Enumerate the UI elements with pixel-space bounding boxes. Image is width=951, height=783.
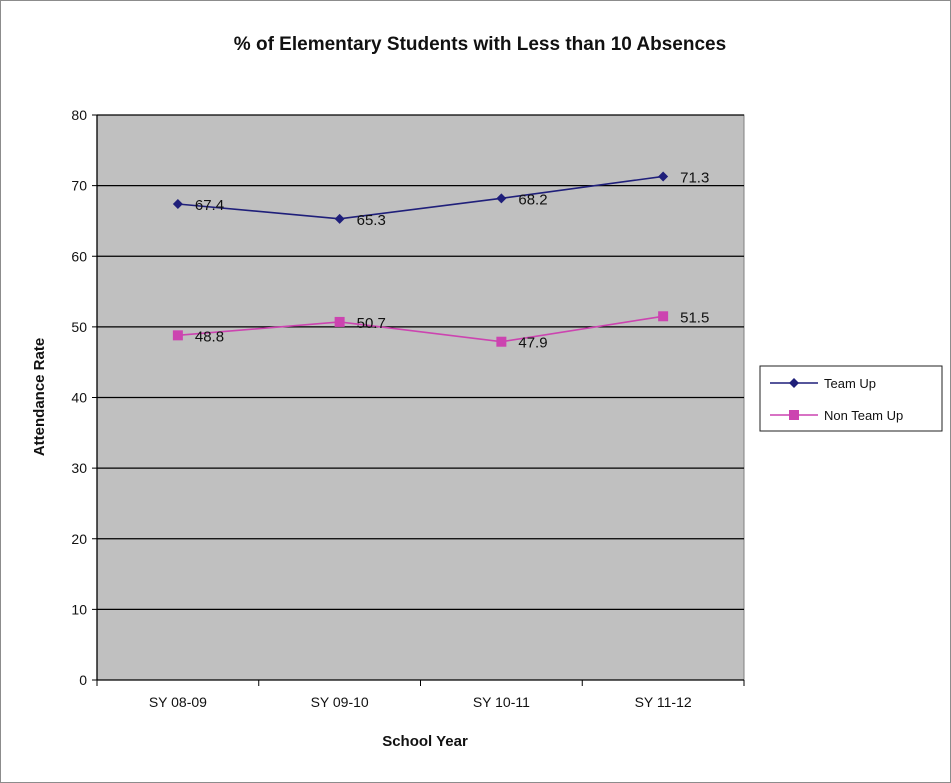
data-label: 68.2 bbox=[518, 191, 547, 208]
series-0: 67.4 65.3 68.2 71.3 bbox=[172, 169, 709, 229]
data-label: 65.3 bbox=[357, 212, 386, 229]
legend-box bbox=[759, 365, 943, 432]
data-label: 71.3 bbox=[680, 169, 709, 186]
y-tick-label: 50 bbox=[71, 319, 87, 335]
y-tick-label: 60 bbox=[71, 248, 87, 264]
data-point bbox=[496, 336, 507, 347]
legend-item-0: Team Up bbox=[770, 376, 876, 391]
data-point bbox=[789, 378, 799, 388]
data-label: 51.5 bbox=[680, 309, 709, 326]
x-tick-label: SY 11-12 bbox=[635, 694, 692, 710]
legend-item-1: Non Team Up bbox=[770, 408, 903, 423]
gridlines bbox=[97, 114, 744, 611]
legend-label: Non Team Up bbox=[824, 408, 903, 423]
y-tick-label: 10 bbox=[71, 601, 87, 617]
data-point bbox=[496, 193, 507, 204]
data-point bbox=[658, 311, 669, 322]
data-label: 50.7 bbox=[357, 315, 386, 332]
series-layer: 67.4 65.3 68.2 71.3 48.8 50.7 47.9 51.5 bbox=[172, 169, 709, 352]
y-tick-label: 20 bbox=[71, 531, 87, 547]
y-tick-label: 0 bbox=[79, 672, 87, 688]
data-point bbox=[172, 198, 183, 209]
x-tick-label: SY 09-10 bbox=[311, 694, 369, 710]
x-tick-label: SY 08-09 bbox=[149, 694, 207, 710]
y-tick-label: 40 bbox=[71, 390, 87, 406]
chart-title: % of Elementary Students with Less than … bbox=[234, 34, 726, 55]
data-point bbox=[172, 330, 183, 341]
legend-label: Team Up bbox=[824, 376, 876, 391]
x-axis-ticks: SY 08-09 SY 09-10 SY 10-11 SY 11-12 bbox=[96, 680, 745, 710]
data-label: 67.4 bbox=[195, 197, 224, 214]
x-axis-title: School Year bbox=[382, 733, 468, 750]
series-1: 48.8 50.7 47.9 51.5 bbox=[172, 309, 709, 352]
data-label: 47.9 bbox=[518, 335, 547, 352]
data-point bbox=[658, 171, 669, 182]
data-label: 48.8 bbox=[195, 328, 224, 345]
legend: Team Up Non Team Up bbox=[759, 365, 943, 432]
data-point bbox=[334, 213, 345, 224]
data-point bbox=[789, 410, 799, 420]
series-line bbox=[177, 315, 664, 343]
y-axis-ticks: 0 10 20 30 40 50 60 70 80 bbox=[71, 107, 97, 688]
y-tick-label: 70 bbox=[71, 178, 87, 194]
x-tick-label: SY 10-11 bbox=[473, 694, 530, 710]
data-point bbox=[334, 316, 345, 327]
series-line bbox=[177, 175, 664, 220]
y-tick-label: 80 bbox=[71, 107, 87, 123]
y-tick-label: 30 bbox=[71, 460, 87, 476]
y-axis-title: Attendance Rate bbox=[31, 338, 48, 456]
